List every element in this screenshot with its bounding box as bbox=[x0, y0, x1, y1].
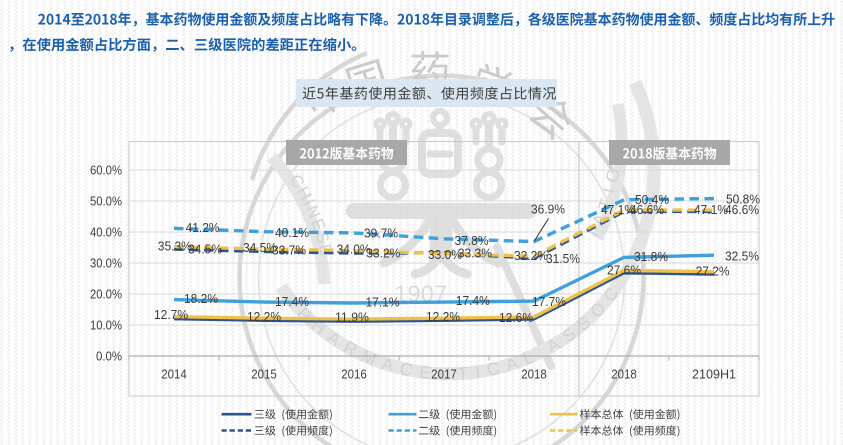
svg-text:31.8%: 31.8% bbox=[634, 250, 668, 264]
svg-text:35.3%: 35.3% bbox=[158, 240, 192, 254]
svg-text:60.0%: 60.0% bbox=[90, 163, 122, 177]
svg-text:12.2%: 12.2% bbox=[426, 310, 460, 324]
svg-text:17.7%: 17.7% bbox=[532, 295, 566, 309]
svg-text:32.5%: 32.5% bbox=[725, 249, 759, 263]
svg-text:50.8%: 50.8% bbox=[726, 192, 760, 206]
svg-text:0.0%: 0.0% bbox=[96, 349, 122, 363]
svg-text:27.2%: 27.2% bbox=[696, 265, 730, 279]
svg-text:2016: 2016 bbox=[341, 367, 367, 382]
svg-text:17.1%: 17.1% bbox=[366, 295, 400, 309]
svg-text:27.6%: 27.6% bbox=[607, 263, 641, 277]
svg-text:2018: 2018 bbox=[521, 367, 547, 382]
svg-text:50.4%: 50.4% bbox=[635, 193, 669, 207]
svg-text:34.0%: 34.0% bbox=[337, 243, 371, 257]
svg-text:34.5%: 34.5% bbox=[188, 243, 222, 257]
svg-text:33.0%: 33.0% bbox=[428, 248, 462, 262]
svg-text:41.2%: 41.2% bbox=[186, 221, 220, 235]
svg-text:17.4%: 17.4% bbox=[275, 295, 309, 309]
svg-text:2109H1: 2109H1 bbox=[692, 367, 736, 382]
svg-text:18.2%: 18.2% bbox=[184, 292, 218, 306]
svg-text:47.1%: 47.1% bbox=[601, 203, 635, 217]
svg-text:34.5%: 34.5% bbox=[243, 241, 277, 255]
svg-text:32.2%: 32.2% bbox=[514, 249, 548, 263]
svg-text:40.1%: 40.1% bbox=[275, 226, 309, 240]
svg-text:2018: 2018 bbox=[611, 367, 637, 382]
svg-text:37.8%: 37.8% bbox=[455, 234, 489, 248]
svg-text:2014: 2014 bbox=[161, 367, 187, 382]
svg-text:47.1%: 47.1% bbox=[694, 203, 728, 217]
svg-text:46.6%: 46.6% bbox=[725, 203, 759, 217]
svg-text:2015: 2015 bbox=[251, 367, 277, 382]
svg-text:33.7%: 33.7% bbox=[272, 244, 306, 258]
svg-text:36.9%: 36.9% bbox=[531, 202, 565, 216]
svg-text:11.9%: 11.9% bbox=[335, 311, 369, 325]
svg-text:20.0%: 20.0% bbox=[90, 287, 122, 301]
svg-text:12.6%: 12.6% bbox=[499, 311, 533, 325]
svg-text:50.0%: 50.0% bbox=[90, 194, 122, 208]
svg-text:12.7%: 12.7% bbox=[154, 308, 188, 322]
svg-text:2017: 2017 bbox=[431, 367, 457, 382]
svg-text:46.6%: 46.6% bbox=[630, 203, 664, 217]
svg-text:30.0%: 30.0% bbox=[90, 256, 122, 270]
svg-text:33.3%: 33.3% bbox=[458, 247, 492, 261]
svg-text:33.2%: 33.2% bbox=[366, 247, 400, 261]
svg-text:10.0%: 10.0% bbox=[90, 318, 122, 332]
svg-text:39.7%: 39.7% bbox=[364, 227, 398, 241]
svg-text:31.5%: 31.5% bbox=[546, 252, 580, 266]
svg-text:12.2%: 12.2% bbox=[247, 310, 281, 324]
svg-text:17.4%: 17.4% bbox=[456, 294, 490, 308]
svg-text:40.0%: 40.0% bbox=[90, 225, 122, 239]
